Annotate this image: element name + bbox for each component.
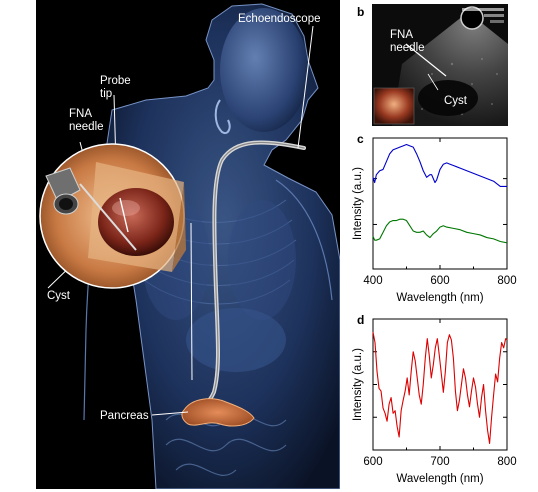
label-probe-tip-line1: Probe	[100, 75, 131, 87]
eus-label-cyst: Cyst	[444, 95, 467, 107]
y-axis-label: Intensity (a.u.)	[352, 348, 364, 421]
stomach	[186, 308, 286, 372]
chart-d: 600 700 800 Wavelength (nm) Intensity (a.u.)	[352, 318, 517, 485]
plot-frame	[372, 137, 508, 270]
y-axis-label: Intensity (a.u.)	[352, 167, 364, 240]
x-axis-label: Wavelength (nm)	[396, 473, 483, 485]
x-tick-label: 800	[497, 456, 516, 468]
series-line-2	[372, 218, 508, 244]
x-tick-label: 700	[430, 456, 449, 468]
x-axis-label: Wavelength (nm)	[396, 292, 483, 304]
label-echoendoscope: Echoendoscope	[238, 13, 321, 25]
panel-letter-d: d	[357, 313, 365, 327]
pancreas	[181, 398, 255, 427]
cyst	[98, 188, 174, 256]
plot-frame	[372, 318, 508, 451]
label-fna-needle: FNA needle	[69, 108, 104, 134]
probe-tip	[119, 197, 129, 233]
anatomy-illustration	[39, 3, 340, 489]
head	[220, 8, 308, 132]
label-probe-tip-line2: tip	[100, 88, 113, 100]
ear	[214, 99, 231, 134]
needle	[79, 183, 137, 251]
label-pancreas: Pancreas	[100, 410, 149, 422]
eus-cyst	[418, 80, 478, 116]
series-line-1	[372, 144, 507, 188]
label-fna-needle-line1: FNA	[69, 108, 92, 120]
x-tick-label: 600	[363, 456, 382, 468]
inset-magnified-view	[39, 143, 186, 289]
label-fna-needle-line2: needle	[69, 121, 104, 133]
eus-label-fna-needle-line2: needle	[390, 42, 425, 54]
x-tick-label: 800	[497, 275, 516, 287]
panel-letter-b: b	[357, 5, 365, 19]
illustration-panel: Echoendoscope Probe tip FNA needle Cyst …	[36, 0, 340, 489]
panel-letter-c: c	[357, 132, 364, 146]
label-probe-tip: Probe tip	[100, 75, 131, 101]
eus-image-panel: FNA needle Cyst	[372, 4, 508, 126]
label-cyst: Cyst	[47, 290, 70, 302]
series-line-1	[372, 331, 508, 444]
eus-needle	[405, 43, 447, 77]
x-tick-label: 600	[430, 275, 449, 287]
eus-label-fna-needle: FNA needle	[390, 29, 425, 55]
endoscopic-thumbnail	[373, 87, 415, 125]
eus-image	[372, 4, 508, 126]
eus-label-fna-needle-line1: FNA	[390, 29, 413, 41]
x-tick-label: 400	[363, 275, 382, 287]
chart-c: 400 600 800 Wavelength (nm) Intensity (a.u.)	[352, 137, 517, 304]
